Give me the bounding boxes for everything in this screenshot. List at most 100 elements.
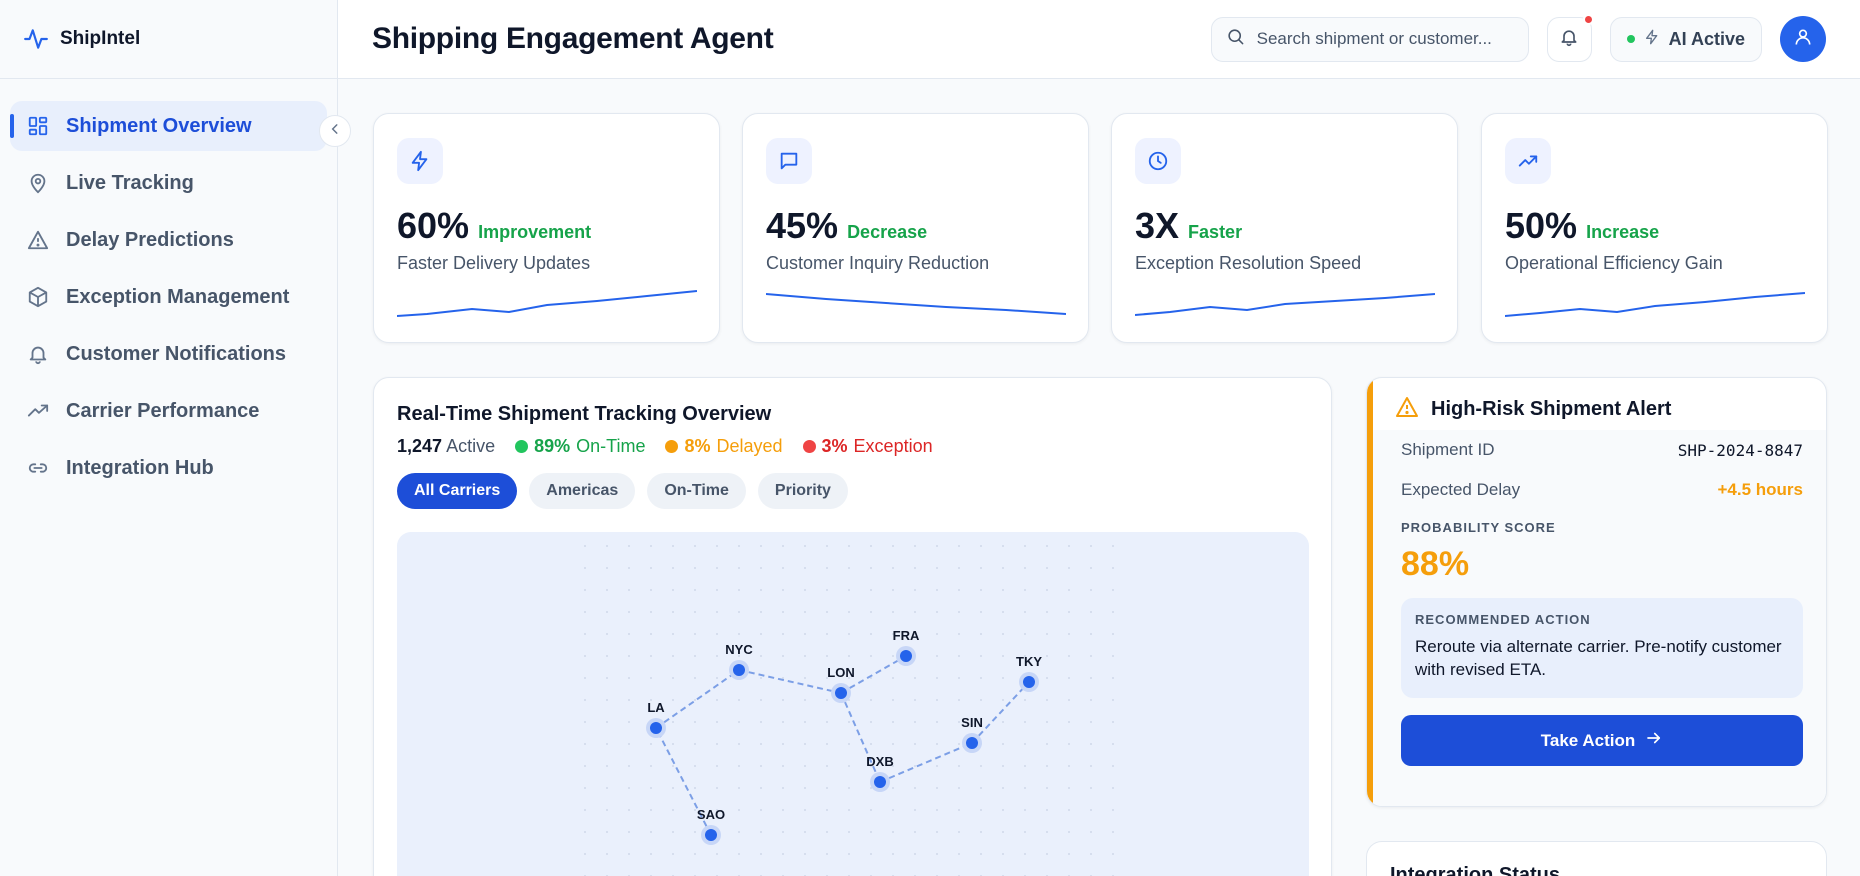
collapse-sidebar-button[interactable] xyxy=(319,115,351,147)
grid-dot xyxy=(583,610,587,614)
alert-body: Shipment ID SHP-2024-8847 Expected Delay… xyxy=(1373,430,1826,806)
warning-triangle-icon xyxy=(1395,395,1419,424)
grid-dot xyxy=(737,720,741,724)
filter-chip-priority[interactable]: Priority xyxy=(757,473,848,509)
grid-dot xyxy=(913,698,917,702)
grid-dot xyxy=(715,676,719,680)
grid-dot xyxy=(693,654,697,658)
grid-dot xyxy=(627,654,631,658)
grid-dot xyxy=(693,632,697,636)
grid-dot xyxy=(671,566,675,570)
grid-dot xyxy=(671,610,675,614)
sidebar-item-label: Carrier Performance xyxy=(66,399,260,422)
grid-dot xyxy=(979,654,983,658)
take-action-button[interactable]: Take Action xyxy=(1401,715,1803,766)
sidebar-item-exception-management[interactable]: Exception Management xyxy=(10,272,327,322)
grid-dot xyxy=(693,588,697,592)
shipment-route-map: LA NYC LON FRA DXB SIN TKY SAO xyxy=(397,532,1309,876)
sidebar-item-live-tracking[interactable]: Live Tracking xyxy=(10,158,327,208)
grid-dot xyxy=(781,676,785,680)
grid-dot xyxy=(781,632,785,636)
grid-dot xyxy=(803,786,807,790)
notifications-button[interactable] xyxy=(1546,13,1594,62)
grid-dot xyxy=(957,720,961,724)
ai-status-label: AI Active xyxy=(1668,28,1745,49)
grid-dot xyxy=(1001,786,1005,790)
grid-dot xyxy=(671,720,675,724)
grid-dot xyxy=(605,786,609,790)
grid-dot xyxy=(803,610,807,614)
route-node-lon[interactable]: LON xyxy=(827,665,855,703)
integration-status-panel: Integration Status xyxy=(1366,841,1827,876)
grid-dot xyxy=(825,566,829,570)
grid-dot xyxy=(869,632,873,636)
sidebar-item-carrier-performance[interactable]: Carrier Performance xyxy=(10,386,327,436)
grid-dot xyxy=(1001,720,1005,724)
search-input[interactable] xyxy=(1256,29,1507,49)
route-node-nyc[interactable]: NYC xyxy=(725,642,753,680)
grid-dot xyxy=(671,654,675,658)
route-node-dxb[interactable]: DXB xyxy=(866,754,894,792)
sidebar-item-label: Customer Notifications xyxy=(66,342,287,365)
grid-dot xyxy=(781,588,785,592)
grid-dot xyxy=(847,742,851,746)
shipment-id-value[interactable]: SHP-2024-8847 xyxy=(1677,440,1803,460)
bell-icon xyxy=(26,342,50,366)
grid-dot xyxy=(1001,654,1005,658)
grid-dot xyxy=(1045,698,1049,702)
grid-dot xyxy=(869,610,873,614)
stat-label: Exception Resolution Speed xyxy=(1135,253,1362,273)
grid-dot xyxy=(1067,830,1071,834)
route-node-tky[interactable]: TKY xyxy=(1016,654,1042,692)
grid-dot xyxy=(715,742,719,746)
shipment-id-label: Shipment ID xyxy=(1401,440,1495,459)
grid-dot xyxy=(1001,852,1005,856)
grid-dot xyxy=(1023,742,1027,746)
grid-dot xyxy=(935,742,939,746)
grid-dot xyxy=(737,830,741,834)
stat-tag: Improvement xyxy=(478,222,592,242)
sparkline xyxy=(766,293,1066,315)
lightning-icon xyxy=(397,138,443,184)
grid-dot xyxy=(935,808,939,812)
grid-dot xyxy=(1089,544,1093,548)
grid-dot xyxy=(1089,786,1093,790)
grid-dot xyxy=(627,720,631,724)
avatar[interactable] xyxy=(1780,16,1826,62)
grid-dot xyxy=(605,610,609,614)
grid-dot xyxy=(671,698,675,702)
grid-dot xyxy=(671,676,675,680)
grid-dot xyxy=(781,566,785,570)
grid-dot xyxy=(957,698,961,702)
sidebar-item-customer-notifications[interactable]: Customer Notifications xyxy=(10,329,327,379)
grid-dot xyxy=(957,610,961,614)
grid-dot xyxy=(825,632,829,636)
route-node-fra[interactable]: FRA xyxy=(893,628,920,666)
filter-chip-americas[interactable]: Americas xyxy=(529,473,636,509)
search-box[interactable] xyxy=(1210,16,1529,62)
sidebar-item-integration-hub[interactable]: Integration Hub xyxy=(10,443,327,493)
grid-dot xyxy=(913,830,917,834)
grid-dot xyxy=(759,764,763,768)
grid-dot xyxy=(891,852,895,856)
grid-dot xyxy=(605,676,609,680)
route-node-la[interactable]: LA xyxy=(646,700,666,738)
grid-dot xyxy=(759,632,763,636)
sidebar-item-shipment-overview[interactable]: Shipment Overview xyxy=(10,101,327,151)
grid-dot xyxy=(759,830,763,834)
grid-dot xyxy=(891,588,895,592)
filter-chip-all-carriers[interactable]: All Carriers xyxy=(397,473,518,509)
grid-dot xyxy=(913,742,917,746)
brand[interactable]: ShipIntel xyxy=(0,0,337,79)
route-node-sin[interactable]: SIN xyxy=(961,715,983,753)
grid-dot xyxy=(715,544,719,548)
route-node-sao[interactable]: SAO xyxy=(697,807,725,845)
stat-value: 50% xyxy=(1505,205,1578,246)
filter-chip-on-time[interactable]: On-Time xyxy=(647,473,746,509)
grid-dot xyxy=(649,610,653,614)
grid-dot xyxy=(649,632,653,636)
sidebar-item-label: Integration Hub xyxy=(66,456,214,479)
sidebar-item-delay-predictions[interactable]: Delay Predictions xyxy=(10,215,327,265)
grid-dot xyxy=(583,786,587,790)
ai-status-badge[interactable]: AI Active xyxy=(1609,16,1762,62)
